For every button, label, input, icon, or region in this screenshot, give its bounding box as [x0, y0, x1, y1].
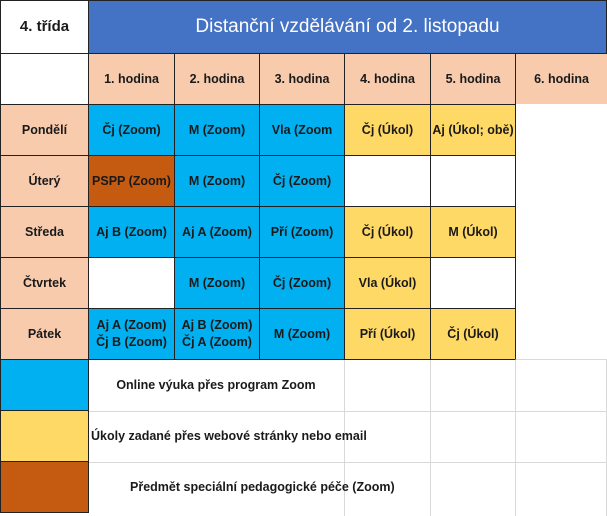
hour-header: 5. hodina	[430, 53, 516, 105]
lesson-text: Čj (Zoom)	[102, 123, 161, 137]
lesson-cell: Čj (Úkol)	[344, 104, 431, 156]
lesson-text: M (Zoom)	[188, 276, 246, 290]
empty-cell	[515, 206, 607, 258]
empty-cell	[88, 257, 175, 309]
lesson-text: Aj B (Zoom)	[96, 225, 167, 239]
lesson-cell: Pří (Zoom)	[259, 206, 345, 258]
lesson-cell: M (Úkol)	[430, 206, 516, 258]
lesson-cell: M (Zoom)	[174, 104, 260, 156]
empty-cell	[515, 155, 607, 207]
day-label: Středa	[0, 206, 89, 258]
empty-cell	[344, 155, 431, 207]
lesson-text: Čj A (Zoom)	[182, 335, 252, 349]
hour-header: 2. hodina	[174, 53, 260, 105]
lesson-text: M (Zoom)	[188, 174, 246, 188]
lesson-text: M (Úkol)	[448, 225, 498, 239]
hour-header: 4. hodina	[344, 53, 431, 105]
lesson-text: M (Zoom)	[188, 123, 246, 137]
gridline	[344, 360, 345, 516]
lesson-cell: Čj (Úkol)	[430, 308, 516, 360]
lesson-cell: M (Zoom)	[174, 155, 260, 207]
empty-cell	[430, 155, 516, 207]
gridline	[515, 360, 516, 516]
day-label: Pátek	[0, 308, 89, 360]
lesson-cell: Pří (Úkol)	[344, 308, 431, 360]
day-label: Čtvrtek	[0, 257, 89, 309]
hour-header: 3. hodina	[259, 53, 345, 105]
gridline	[0, 411, 607, 412]
legend-text: Úkoly zadané přes webové stránky nebo em…	[91, 429, 367, 443]
gridline	[430, 360, 431, 516]
legend-swatch-ukol	[0, 410, 89, 462]
lesson-cell: Vla (Zoom	[259, 104, 345, 156]
lesson-cell: Čj (Zoom)	[88, 104, 175, 156]
empty-cell	[430, 257, 516, 309]
empty-cell	[515, 308, 607, 360]
lesson-cell: Čj (Úkol)	[344, 206, 431, 258]
legend-text: Předmět speciální pedagogické péče (Zoom…	[130, 480, 395, 494]
empty-cell	[515, 257, 607, 309]
hour-header: 1. hodina	[88, 53, 175, 105]
legend-swatch-pspp	[0, 461, 89, 513]
lesson-text: Pří (Zoom)	[270, 225, 334, 239]
day-label: Pondělí	[0, 104, 89, 156]
lesson-cell: Aj B (Zoom)	[88, 206, 175, 258]
page-title: Distanční vzdělávání od 2. listopadu	[88, 0, 607, 54]
lesson-cell: M (Zoom)	[259, 308, 345, 360]
lesson-text: Čj (Úkol)	[447, 327, 499, 341]
lesson-text: Vla (Zoom	[271, 123, 333, 137]
lesson-text: Vla (Úkol)	[358, 276, 417, 290]
lesson-cell: Aj A (Zoom)	[174, 206, 260, 258]
lesson-text: Čj (Zoom)	[272, 174, 332, 188]
lesson-text: Čj (Zoom)	[272, 276, 332, 290]
lesson-text: Aj A (Zoom)	[182, 225, 252, 239]
lesson-text: Čj (Úkol)	[361, 123, 414, 137]
lesson-cell: M (Zoom)	[174, 257, 260, 309]
lesson-cell: Vla (Úkol)	[344, 257, 431, 309]
lesson-text: Čj B (Zoom)	[96, 335, 167, 349]
lesson-cell: Čj (Zoom)	[259, 155, 345, 207]
lesson-cell: Aj B (Zoom) Čj A (Zoom)	[174, 308, 260, 360]
lesson-text: PSPP (Zoom)	[92, 174, 171, 188]
legend-text: Online výuka přes program Zoom	[116, 378, 316, 392]
lesson-text: Pří (Úkol)	[359, 327, 416, 341]
lesson-text: M (Zoom)	[273, 327, 331, 341]
gridline	[0, 462, 607, 463]
corner-cell	[0, 53, 89, 105]
lesson-cell: Aj A (Zoom) Čj B (Zoom)	[88, 308, 175, 360]
empty-cell	[515, 104, 607, 156]
day-label: Úterý	[0, 155, 89, 207]
lesson-text: Čj (Úkol)	[361, 225, 414, 239]
lesson-text: Aj A (Zoom)	[96, 318, 167, 332]
lesson-cell: PSPP (Zoom)	[88, 155, 175, 207]
lesson-cell: Aj (Úkol; obě)	[430, 104, 516, 156]
lesson-text: Aj (Úkol; obě)	[432, 123, 514, 137]
lesson-cell: Čj (Zoom)	[259, 257, 345, 309]
lesson-text: Aj B (Zoom)	[181, 318, 253, 332]
hour-header: 6. hodina	[515, 53, 607, 105]
legend-swatch-zoom	[0, 359, 89, 411]
grade-label: 4. třída	[0, 0, 89, 54]
